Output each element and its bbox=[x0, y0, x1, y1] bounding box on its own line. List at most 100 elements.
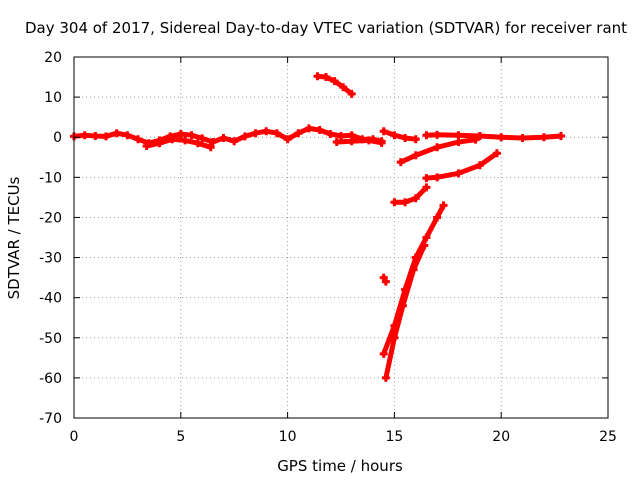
data-point bbox=[454, 138, 463, 147]
data-point bbox=[168, 135, 177, 144]
data-point bbox=[332, 138, 341, 147]
y-tick-label: -40 bbox=[39, 291, 62, 307]
data-point bbox=[313, 72, 322, 81]
data-point bbox=[322, 73, 331, 82]
data-point bbox=[492, 149, 501, 158]
data-point bbox=[381, 373, 390, 382]
data-point bbox=[176, 130, 185, 139]
data-point bbox=[390, 198, 399, 207]
x-axis-label: GPS time / hours bbox=[277, 457, 403, 475]
data-point bbox=[411, 135, 420, 144]
data-point bbox=[398, 301, 407, 310]
data-point bbox=[240, 132, 249, 141]
data-point bbox=[420, 241, 429, 250]
series-line-pass-a bbox=[381, 128, 419, 142]
plot-frame bbox=[73, 56, 609, 419]
data-point bbox=[187, 131, 196, 140]
data-point bbox=[283, 135, 292, 144]
data-point bbox=[337, 132, 345, 141]
data-point bbox=[411, 194, 420, 203]
data-point bbox=[454, 169, 463, 178]
data-point bbox=[193, 139, 202, 148]
data-point bbox=[377, 138, 386, 147]
data-point bbox=[422, 233, 431, 242]
data-point bbox=[433, 130, 442, 139]
y-tick-label: -20 bbox=[39, 210, 62, 226]
data-point bbox=[102, 132, 111, 141]
data-point bbox=[379, 127, 388, 136]
y-tick-label: -50 bbox=[39, 331, 62, 347]
data-point bbox=[294, 129, 303, 138]
x-tick-label: 10 bbox=[279, 429, 297, 445]
data-point bbox=[80, 131, 89, 140]
x-tick-label: 25 bbox=[599, 429, 617, 445]
data-point bbox=[112, 129, 121, 138]
data-point bbox=[123, 131, 132, 140]
x-tick-label: 20 bbox=[492, 429, 510, 445]
data-point bbox=[134, 135, 143, 144]
x-tick-label: 5 bbox=[176, 429, 185, 445]
data-point bbox=[91, 132, 100, 141]
data-point bbox=[422, 183, 431, 192]
data-point bbox=[219, 134, 228, 143]
data-point bbox=[471, 135, 480, 144]
data-point bbox=[339, 83, 348, 92]
data-point bbox=[390, 131, 399, 140]
data-point bbox=[155, 139, 164, 148]
y-tick-label: -30 bbox=[39, 251, 62, 267]
data-point bbox=[518, 134, 527, 143]
y-axis-label: SDTVAR / TECUs bbox=[5, 176, 23, 299]
data-point bbox=[304, 124, 313, 133]
y-tick-label: 20 bbox=[44, 50, 62, 66]
y-tick-label: -10 bbox=[39, 170, 62, 186]
data-point bbox=[198, 134, 207, 143]
data-point bbox=[347, 137, 356, 146]
data-point bbox=[347, 89, 356, 98]
data-point bbox=[262, 127, 271, 136]
data-point bbox=[230, 137, 239, 146]
data-point bbox=[433, 173, 442, 182]
series-line-pass-e bbox=[391, 184, 429, 205]
data-point bbox=[411, 151, 420, 160]
chart-title: Day 304 of 2017, Sidereal Day-to-day VTE… bbox=[25, 19, 627, 37]
y-tick-label: 0 bbox=[53, 130, 62, 146]
y-tick-label: -70 bbox=[39, 411, 62, 427]
y-tick-label: -60 bbox=[39, 371, 62, 387]
data-point bbox=[390, 333, 399, 342]
data-point bbox=[475, 132, 484, 141]
data-point bbox=[401, 134, 410, 143]
x-tick-label: 15 bbox=[385, 429, 403, 445]
data-point bbox=[409, 265, 418, 274]
data-point bbox=[539, 133, 548, 142]
data-point bbox=[315, 126, 324, 135]
data-point bbox=[181, 136, 190, 145]
data-point bbox=[475, 161, 484, 170]
data-point bbox=[379, 349, 388, 358]
data-point bbox=[272, 129, 281, 138]
data-point bbox=[422, 174, 431, 183]
data-point bbox=[381, 277, 390, 286]
data-point bbox=[433, 143, 442, 152]
data-point bbox=[142, 142, 151, 151]
data-point bbox=[326, 130, 335, 139]
data-point bbox=[454, 131, 463, 140]
data-point bbox=[251, 129, 260, 138]
data-point bbox=[401, 198, 410, 207]
data-point bbox=[396, 158, 405, 167]
y-tick-label: 10 bbox=[44, 90, 62, 106]
data-point bbox=[433, 213, 442, 222]
series-line-baseline-c bbox=[334, 137, 385, 146]
data-point bbox=[422, 131, 431, 140]
data-point bbox=[206, 143, 215, 152]
data-point bbox=[439, 201, 448, 210]
data-point bbox=[208, 138, 217, 147]
data-point bbox=[364, 136, 373, 145]
x-tick-label: 0 bbox=[70, 429, 79, 445]
data-point bbox=[330, 77, 339, 86]
axis-ticks: 0 5 10 15 20 25 20 10 0 -10 -20 -30 -40 -50 -60 -70 bbox=[39, 50, 617, 445]
data-series bbox=[70, 72, 566, 382]
data-point bbox=[497, 133, 506, 142]
data-point bbox=[557, 132, 566, 141]
